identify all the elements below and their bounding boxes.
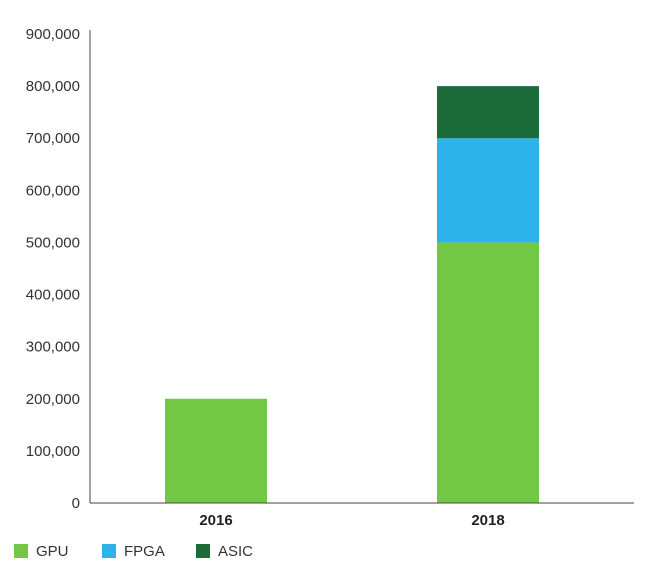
y-tick-label: 500,000	[26, 234, 80, 251]
y-axis-ticks: 0 100,000 200,000 300,000 400,000 500,000 600,…	[26, 26, 80, 512]
y-tick-label: 200,000	[26, 391, 80, 408]
x-tick-label: 2018	[471, 512, 504, 529]
legend-label-asic: ASIC	[218, 543, 253, 560]
y-tick-label: 300,000	[26, 339, 80, 356]
y-tick-label: 800,000	[26, 78, 80, 95]
legend-swatch-gpu	[14, 544, 28, 558]
bar-gpu-2016	[165, 398, 267, 503]
y-tick-label: 100,000	[26, 443, 80, 460]
x-axis-labels: 2016 2018	[199, 512, 504, 529]
bar-asic-2018	[437, 86, 539, 139]
bar-fpga-2018	[437, 138, 539, 243]
y-tick-label: 400,000	[26, 287, 80, 304]
x-tick-label: 2016	[199, 512, 232, 529]
legend-label-fpga: FPGA	[124, 543, 165, 560]
y-tick-label: 0	[72, 495, 80, 512]
y-tick-label: 700,000	[26, 130, 80, 147]
y-tick-label: 900,000	[26, 26, 80, 43]
legend: GPU FPGA ASIC	[14, 543, 253, 560]
bar-gpu-2018	[437, 242, 539, 503]
legend-label-gpu: GPU	[36, 543, 69, 560]
legend-swatch-asic	[196, 544, 210, 558]
bars	[165, 86, 539, 503]
legend-swatch-fpga	[102, 544, 116, 558]
y-tick-label: 600,000	[26, 182, 80, 199]
